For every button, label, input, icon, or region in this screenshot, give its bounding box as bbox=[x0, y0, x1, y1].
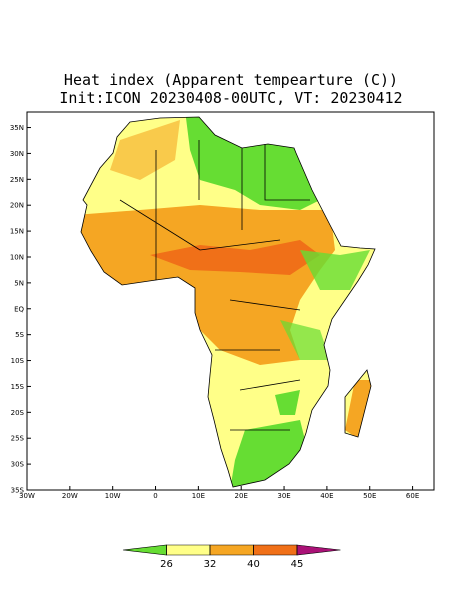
colorbar-swatch bbox=[122, 544, 167, 556]
colorbar-label: 26 bbox=[160, 559, 173, 570]
y-tick-label: 20S bbox=[11, 409, 25, 417]
y-tick-label: 15S bbox=[11, 383, 25, 391]
title-line: Heat index (Apparent tempearture (C)) bbox=[64, 71, 398, 89]
x-tick-label: 20W bbox=[62, 492, 78, 500]
y-tick-label: 10S bbox=[11, 357, 25, 365]
y-tick-label: 30N bbox=[10, 150, 24, 158]
x-tick-label: 0 bbox=[153, 492, 157, 500]
colorbar-label: 32 bbox=[204, 559, 217, 570]
map-frame bbox=[26, 111, 435, 491]
x-tick-label: 10E bbox=[192, 492, 205, 500]
colorbar-swatch bbox=[209, 544, 254, 556]
y-tick-label: 15N bbox=[10, 228, 24, 236]
y-tick-label: 35S bbox=[11, 487, 25, 495]
colorbar-label: 40 bbox=[247, 559, 260, 570]
y-tick-label: 25N bbox=[10, 176, 24, 184]
y-tick-label: 5N bbox=[14, 279, 24, 287]
colorbar-label: 45 bbox=[291, 559, 304, 570]
title-line: Init:ICON 20230408-00UTC, VT: 20230412 bbox=[59, 89, 402, 107]
y-tick-label: 20N bbox=[10, 202, 24, 210]
x-tick-label: 50E bbox=[363, 492, 376, 500]
colorbar-swatch bbox=[253, 544, 298, 556]
y-tick-label: 30S bbox=[11, 461, 25, 469]
y-tick-label: 5S bbox=[15, 331, 24, 339]
y-tick-label: 25S bbox=[11, 435, 25, 443]
x-tick-label: 30W bbox=[19, 492, 35, 500]
colorbar-swatch bbox=[296, 544, 341, 556]
y-tick-label: EQ bbox=[14, 305, 24, 313]
x-tick-label: 60E bbox=[406, 492, 419, 500]
x-tick-label: 10W bbox=[105, 492, 121, 500]
heat-field bbox=[81, 117, 375, 487]
colorbar-swatch bbox=[166, 544, 211, 556]
y-tick-label: 35N bbox=[10, 124, 24, 132]
x-tick-label: 20E bbox=[235, 492, 248, 500]
y-tick-label: 10N bbox=[10, 253, 24, 261]
x-tick-label: 40E bbox=[320, 492, 333, 500]
coastline bbox=[80, 116, 376, 488]
x-tick-label: 30E bbox=[277, 492, 290, 500]
